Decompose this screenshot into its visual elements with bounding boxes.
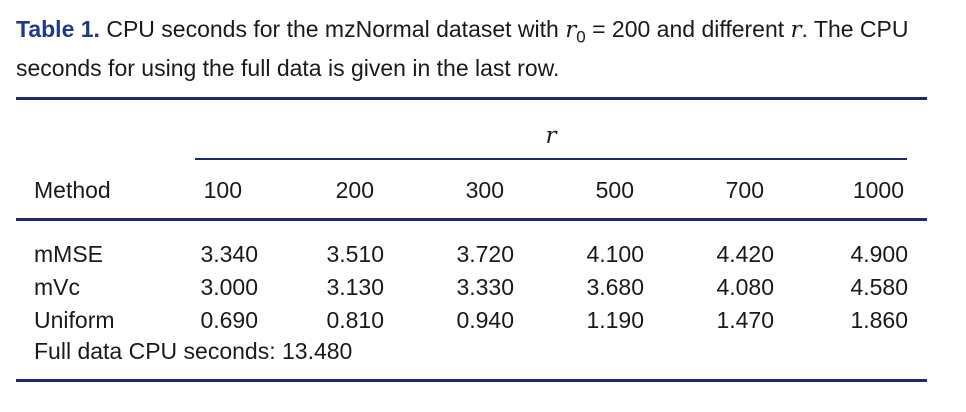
- caption-text-end: . The CPU seconds for using the full dat…: [16, 16, 909, 81]
- table-cell: 4.420: [716, 241, 774, 267]
- table-cell: 3.330: [456, 274, 514, 300]
- table-cell: 4.100: [586, 241, 644, 267]
- table-cell: 4.580: [850, 274, 908, 300]
- method-header: Method: [34, 177, 111, 203]
- row-method: mMSE: [34, 241, 103, 267]
- caption-label: Table 1.: [16, 16, 100, 42]
- column-span-label: r: [545, 123, 557, 149]
- table-cell: 3.000: [200, 274, 258, 300]
- table-cell: 4.080: [716, 274, 774, 300]
- caption-symbol: r: [565, 17, 577, 43]
- row-method: mVc: [34, 274, 80, 300]
- table-cell: 1.860: [850, 307, 908, 333]
- caption-subscript: 0: [576, 27, 586, 47]
- table-cell: 0.810: [326, 307, 384, 333]
- column-header: 200: [335, 177, 374, 203]
- table-cell: 3.720: [456, 241, 514, 267]
- column-header: 700: [725, 177, 764, 203]
- top-rule: [16, 97, 927, 100]
- caption-text-before: CPU seconds for the mzNormal dataset wit…: [106, 16, 559, 42]
- header-rule: [16, 218, 927, 221]
- table-cell: 1.470: [716, 307, 774, 333]
- bottom-rule: [16, 379, 927, 382]
- table-cell: 1.190: [586, 307, 644, 333]
- column-header: 1000: [852, 177, 904, 203]
- table-caption: Table 1. CPU seconds for the mzNormal da…: [16, 14, 951, 84]
- column-header: 100: [203, 177, 242, 203]
- table-cell: 3.680: [586, 274, 644, 300]
- span-rule: [195, 158, 907, 160]
- table-cell: 3.130: [326, 274, 384, 300]
- table-footer: Full data CPU seconds: 13.480: [34, 338, 353, 364]
- row-method: Uniform: [34, 307, 115, 333]
- column-header: 300: [465, 177, 504, 203]
- table-cell: 0.940: [456, 307, 514, 333]
- table-cell: 3.340: [200, 241, 258, 267]
- caption-symbol2: r: [790, 17, 802, 43]
- caption-text-after: = 200 and different: [592, 16, 785, 42]
- column-header: 500: [595, 177, 634, 203]
- table-cell: 0.690: [200, 307, 258, 333]
- table-cell: 4.900: [850, 241, 908, 267]
- table-cell: 3.510: [326, 241, 384, 267]
